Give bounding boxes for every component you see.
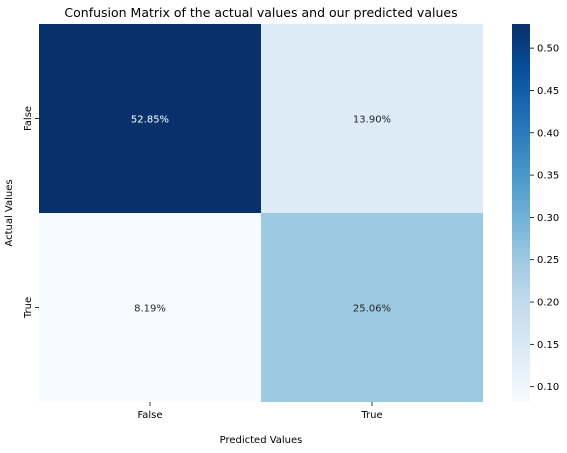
y-axis-label: Actual Values <box>4 179 15 246</box>
chart-title: Confusion Matrix of the actual values an… <box>64 5 457 20</box>
y-tick-label: False <box>23 106 34 131</box>
x-tick-label: False <box>137 410 162 421</box>
x-axis-ticks: False True <box>137 402 383 421</box>
heatmap-cells <box>39 24 483 402</box>
cell-value-label: 13.90% <box>353 115 391 126</box>
colorbar-tick-label: 0.40 <box>537 128 559 139</box>
x-tick-label: True <box>360 410 382 421</box>
colorbar-tick-label: 0.35 <box>537 171 559 182</box>
colorbar-tick-label: 0.10 <box>537 382 559 393</box>
cell-value-label: 8.19% <box>134 304 166 315</box>
heatmap-cell-labels: 52.85% 13.90% 8.19% 25.06% <box>131 115 391 315</box>
heatmap-cell <box>261 24 483 213</box>
colorbar-tick-label: 0.20 <box>537 298 559 309</box>
heatmap-cell <box>39 24 261 213</box>
x-axis-label: Predicted Values <box>220 435 303 446</box>
colorbar-tick-label: 0.30 <box>537 213 559 224</box>
colorbar-tick-label: 0.45 <box>537 86 559 97</box>
y-axis-ticks: False True <box>23 106 39 319</box>
heatmap-cell <box>39 213 261 402</box>
y-tick-label: True <box>23 297 34 319</box>
colorbar-tick-label: 0.50 <box>537 44 559 55</box>
colorbar-tick-label: 0.25 <box>537 255 559 266</box>
cell-value-label: 25.06% <box>353 304 391 315</box>
cell-value-label: 52.85% <box>131 115 169 126</box>
colorbar-tick-label: 0.15 <box>537 340 559 351</box>
colorbar-ticks: 0.10 0.15 0.20 0.25 0.30 0.35 0.40 0.45 0.50 <box>530 44 559 393</box>
colorbar <box>512 24 530 402</box>
heatmap-cell <box>261 213 483 402</box>
